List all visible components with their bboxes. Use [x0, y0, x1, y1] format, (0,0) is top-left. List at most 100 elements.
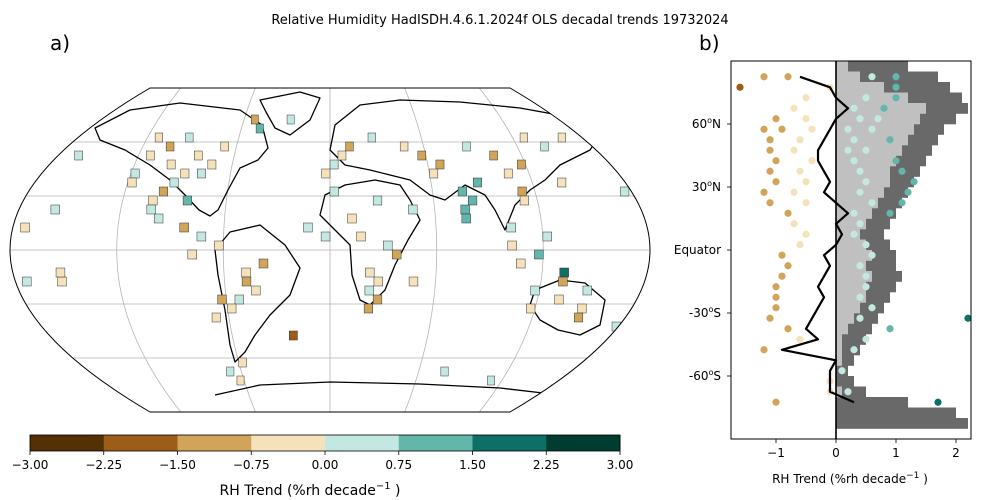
data-point — [760, 73, 768, 81]
data-point — [856, 188, 864, 196]
figure-title: Relative Humidity HadISDH.4.6.1.2024f OL… — [271, 13, 728, 28]
data-point — [892, 73, 900, 81]
light-bar — [836, 386, 842, 398]
trend-cell — [345, 141, 354, 152]
trend-cell — [22, 276, 32, 287]
data-point — [856, 220, 864, 228]
trend-cell — [440, 366, 449, 377]
trend-cell — [519, 195, 529, 206]
dark-bar — [836, 344, 860, 356]
trend-cell — [372, 294, 383, 305]
trend-cell — [241, 276, 252, 287]
trend-cell — [20, 222, 30, 233]
trend-cell — [559, 267, 569, 278]
light-bar — [836, 218, 866, 230]
light-bar — [836, 71, 860, 83]
trend-cell — [574, 312, 584, 323]
trend-cell — [320, 231, 331, 242]
data-point — [910, 178, 918, 186]
data-point — [856, 115, 864, 123]
trend-cell — [435, 159, 445, 170]
trend-cell — [526, 303, 536, 314]
dark-bar — [836, 334, 866, 345]
x-tick-label: 1 — [892, 446, 900, 460]
trend-cell — [364, 285, 374, 296]
trend-cell — [550, 384, 559, 395]
trend-cell — [180, 168, 190, 179]
trend-cell — [347, 213, 357, 224]
trend-cell — [182, 195, 193, 206]
trend-cell — [542, 231, 553, 242]
dark-bar — [836, 397, 908, 408]
data-point — [892, 94, 900, 102]
trend-cell — [321, 168, 331, 179]
trend-cell — [462, 141, 471, 152]
x-tick-label: 0 — [832, 446, 840, 460]
data-point — [808, 125, 816, 133]
trend-cell — [557, 177, 567, 188]
colorbar: −3.00 −2.25 −1.50 −0.75 0.00 0.75 1.50 2.25 3.00 — [12, 434, 633, 472]
trend-cell — [158, 186, 168, 197]
data-point — [892, 157, 900, 165]
trend-cell — [329, 186, 339, 197]
trend-cell — [506, 222, 516, 233]
data-point — [856, 293, 864, 301]
meridian-line — [116, 88, 182, 412]
data-point — [772, 293, 780, 301]
dark-bar — [836, 71, 938, 83]
data-point — [784, 209, 792, 217]
trend-cell — [166, 159, 176, 170]
data-point — [778, 272, 786, 280]
data-point — [808, 157, 816, 165]
dark-bar — [836, 407, 956, 419]
colorbar-segment — [103, 435, 178, 451]
data-point — [760, 125, 768, 133]
light-bar — [836, 239, 866, 251]
trend-cell — [363, 303, 373, 314]
data-point — [772, 304, 780, 312]
data-point — [802, 115, 810, 123]
trend-cell — [148, 195, 158, 206]
trend-cell — [187, 249, 197, 260]
colorbar-tick-label: −0.75 — [233, 458, 270, 472]
panel-a-label: a) — [50, 31, 70, 55]
trend-cell — [534, 249, 544, 260]
dark-bar — [836, 61, 908, 72]
data-point — [856, 314, 864, 322]
data-point — [856, 262, 864, 270]
trend-cell — [154, 132, 163, 143]
trend-cell — [517, 159, 526, 170]
data-point — [886, 209, 894, 217]
colorbar-segment — [398, 435, 473, 451]
trend-cell — [417, 150, 427, 161]
data-point — [772, 283, 780, 291]
light-bar — [836, 260, 866, 272]
light-bar — [836, 92, 908, 104]
data-point — [868, 125, 876, 133]
map-panel — [9, 87, 651, 413]
data-point — [772, 115, 780, 123]
data-point — [868, 251, 876, 259]
zonal-panel: −1 0 1 2 60oN 30oN Equator -30oS -60oS RH Trend… — [674, 60, 972, 486]
trend-cell — [429, 168, 439, 179]
trend-cell — [169, 177, 179, 188]
data-point — [850, 136, 858, 144]
data-point — [736, 83, 744, 91]
trend-cell — [582, 285, 592, 296]
data-point — [856, 167, 864, 175]
trend-cell — [146, 204, 156, 215]
trend-cell — [503, 168, 513, 179]
trend-cell — [50, 204, 60, 215]
trend-cell — [329, 159, 339, 170]
trend-cell — [457, 186, 467, 197]
trend-cell — [372, 195, 383, 206]
trend-cell — [460, 204, 470, 215]
trend-cell — [217, 294, 227, 305]
north-america-outline — [94, 102, 269, 217]
trend-cell — [226, 366, 235, 377]
y-tick-label: 60oN — [692, 116, 721, 131]
data-point — [862, 272, 870, 280]
trend-cell — [383, 240, 393, 251]
data-point — [760, 346, 768, 354]
trend-cell — [289, 330, 298, 341]
